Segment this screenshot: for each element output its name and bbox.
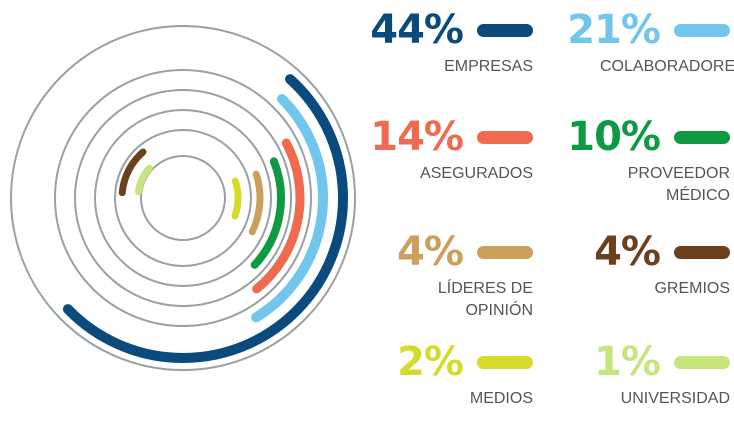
legend-swatch [477,246,533,259]
legend-swatch [477,356,533,369]
value-label: 21% [567,7,661,53]
ring [74,89,292,307]
legend-label: GREMIOS [654,280,730,297]
radial-chart [10,25,356,371]
page: {"chart_data": {"type": "radial_bar", "c… [10,8,734,407]
legend-label: LÍDERES DE OPINIÓN [437,280,533,319]
legend-swatch [674,24,730,37]
value-label: 44% [370,7,464,53]
legend-item: 4% GREMIOS [572,230,732,320]
arc [251,94,328,323]
ring [10,25,356,371]
legend-item: 44% EMPRESAS [370,8,535,98]
ring [94,109,272,287]
legend-item: 10% PROVEEDOR MÉDICO [567,115,732,205]
arc [250,157,285,269]
legend-label: MEDIOS [469,390,533,407]
value-label: 10% [567,114,661,160]
ring [114,129,252,267]
legend-label: PROVEEDOR MÉDICO [627,165,730,204]
legend-label: EMPRESAS [444,58,533,75]
value-label: 1% [594,339,661,385]
ring [54,69,312,327]
legend-item: 2% MEDIOS [375,340,535,430]
legend-label: ASEGURADOS [420,165,533,182]
legend-label: COLABORADORES [600,58,734,75]
legend-swatch [674,246,730,259]
arc [252,138,305,294]
legend-item: 14% ASEGURADOS [370,115,535,205]
arc [134,164,153,196]
arc [248,170,264,236]
ring [140,155,226,241]
value-label: 4% [397,229,464,275]
legend-swatch [674,356,730,369]
legend-swatch [477,131,533,144]
arc [118,148,147,197]
legend-swatch [674,131,730,144]
legend-swatch [477,24,533,37]
legend-label: UNIVERSIDAD [620,390,730,407]
value-label: 2% [397,339,464,385]
value-label: 4% [594,229,661,275]
legend-item: 1% UNIVERSIDAD [572,340,732,430]
legend-item: 21% COLABORADORES [567,8,734,98]
arc [62,74,348,363]
legend-item: 4% LÍDERES DE OPINIÓN [375,230,535,320]
value-label: 14% [370,114,464,160]
arc [231,177,242,220]
